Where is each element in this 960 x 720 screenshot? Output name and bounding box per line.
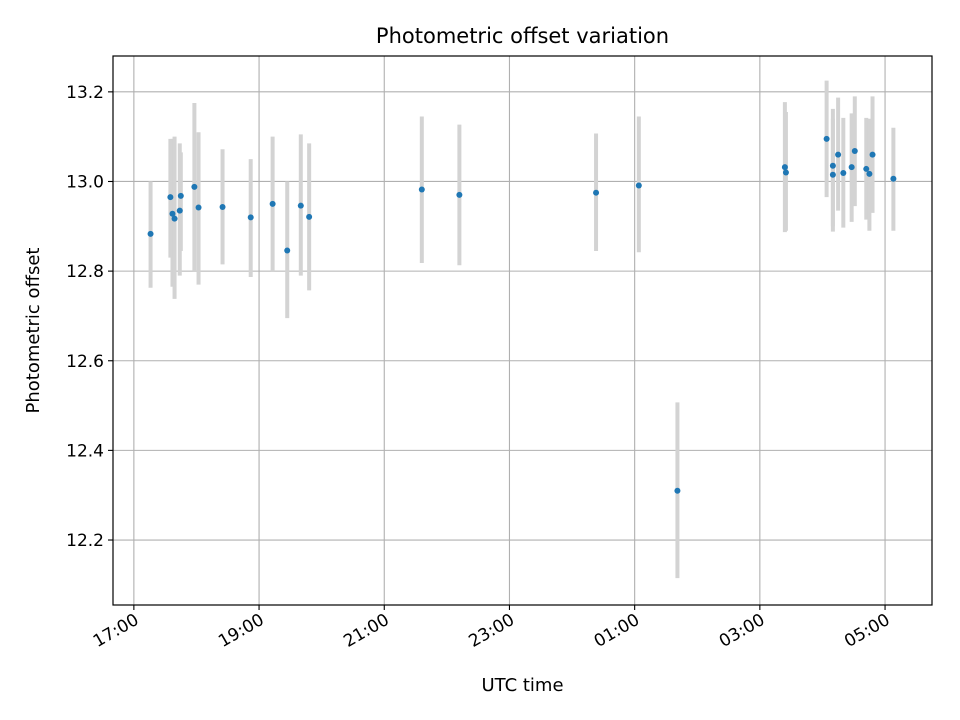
y-tick-label: 13.2 bbox=[66, 83, 104, 103]
chart-title: Photometric offset variation bbox=[376, 24, 669, 48]
x-tick-label: 19:00 bbox=[215, 610, 267, 652]
data-point bbox=[297, 202, 304, 209]
data-point bbox=[823, 135, 830, 142]
grid bbox=[113, 56, 932, 605]
data-point bbox=[167, 194, 174, 201]
error-bars bbox=[148, 80, 896, 579]
data-point bbox=[269, 200, 276, 207]
data-point bbox=[593, 189, 600, 196]
data-point bbox=[306, 213, 313, 220]
data-point bbox=[851, 148, 858, 155]
x-tick-label: 03:00 bbox=[716, 610, 768, 652]
x-tick-label: 17:00 bbox=[90, 610, 142, 652]
x-tick-label: 01:00 bbox=[591, 610, 643, 652]
data-point bbox=[848, 164, 855, 171]
data-point bbox=[829, 162, 836, 169]
y-axis-label: Photometric offset bbox=[23, 248, 44, 414]
data-point bbox=[866, 170, 873, 177]
data-point bbox=[840, 169, 847, 176]
x-tick-label: 21:00 bbox=[340, 610, 392, 652]
data-point bbox=[418, 186, 425, 193]
data-point bbox=[869, 151, 876, 158]
data-points bbox=[147, 135, 897, 494]
y-tick-label: 13.0 bbox=[66, 172, 104, 192]
data-point bbox=[176, 207, 183, 214]
data-point bbox=[781, 164, 788, 171]
data-point bbox=[835, 151, 842, 158]
data-point bbox=[674, 487, 681, 494]
axes-frame bbox=[112, 55, 933, 606]
y-tick-label: 12.8 bbox=[66, 262, 104, 282]
data-point bbox=[147, 230, 154, 237]
x-axis-label: UTC time bbox=[481, 675, 563, 696]
y-tick-label: 12.4 bbox=[66, 441, 104, 461]
data-point bbox=[863, 165, 870, 172]
data-point bbox=[829, 171, 836, 178]
data-point bbox=[782, 169, 789, 176]
data-point bbox=[219, 204, 226, 211]
y-tick-label: 12.2 bbox=[66, 531, 104, 551]
x-tick-label: 05:00 bbox=[841, 610, 893, 652]
data-point bbox=[169, 210, 176, 217]
data-point bbox=[456, 191, 463, 198]
data-point bbox=[171, 215, 178, 222]
data-point bbox=[247, 214, 254, 221]
x-tick-label: 23:00 bbox=[466, 610, 518, 652]
data-point bbox=[177, 192, 184, 199]
data-point bbox=[191, 183, 198, 190]
data-point bbox=[890, 175, 897, 182]
data-point bbox=[284, 247, 291, 254]
data-point bbox=[195, 204, 202, 211]
y-tick-label: 12.6 bbox=[66, 352, 104, 372]
data-point bbox=[635, 182, 642, 189]
ticks: 17:00 19:00 21:00 23:00 01:00 03:00 05:00 12.2 1… bbox=[66, 83, 893, 652]
